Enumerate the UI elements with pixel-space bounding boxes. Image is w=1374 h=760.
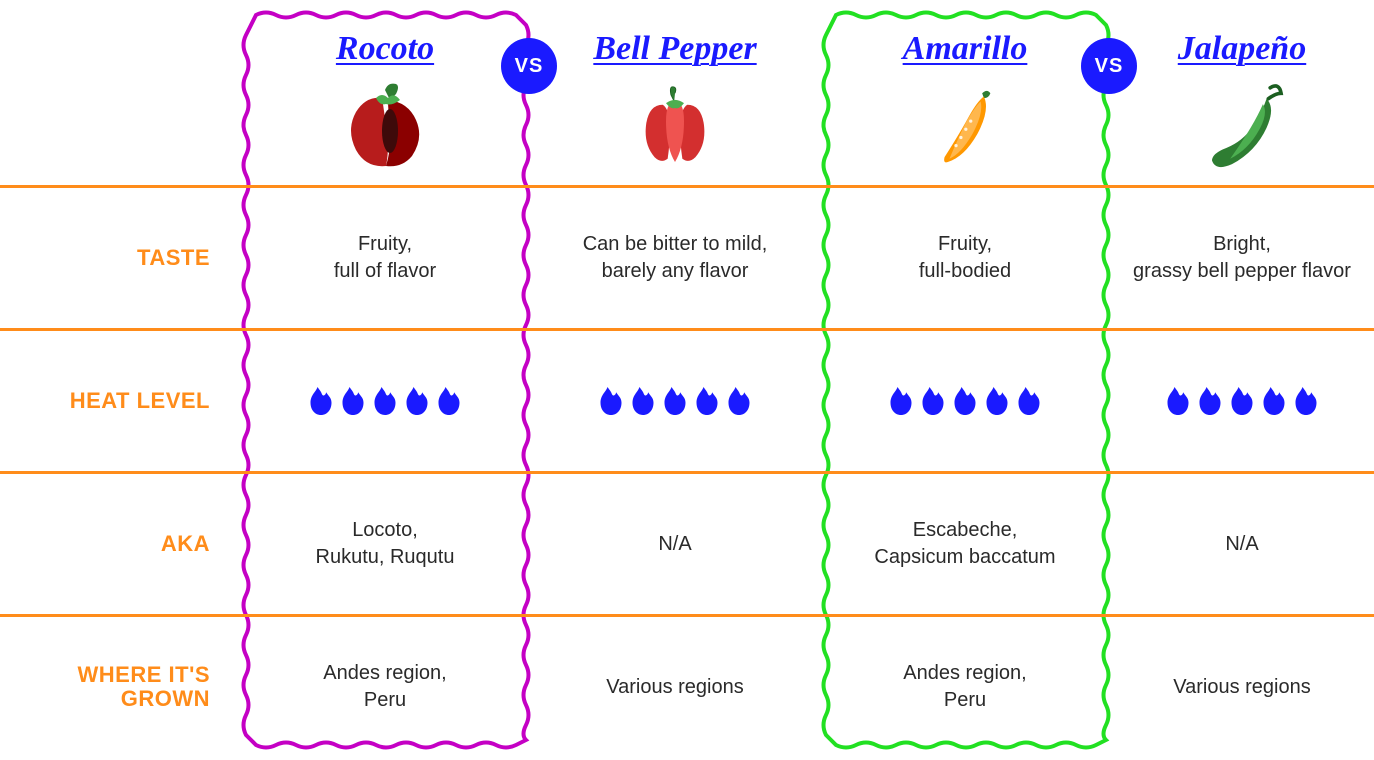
cell-taste-bell: Can be bitter to mild,barely any flavor xyxy=(530,188,820,328)
flame-icon xyxy=(307,384,335,418)
pepper-name: Rocoto xyxy=(336,30,434,68)
rocoto-icon xyxy=(330,76,440,176)
cell-heat-rocoto xyxy=(240,331,530,471)
flame-icon xyxy=(983,384,1011,418)
flame-icon xyxy=(693,384,721,418)
flame-icon xyxy=(1015,384,1043,418)
header-amarillo: Amarillo xyxy=(820,0,1110,185)
header-rocoto: Rocoto xyxy=(240,0,530,185)
flame-icon xyxy=(629,384,657,418)
row-grown: WHERE IT'S GROWN Andes region,Peru Vario… xyxy=(0,614,1374,757)
flame-icon xyxy=(597,384,625,418)
pepper-name: Amarillo xyxy=(903,30,1028,68)
cell-aka-amarillo: Escabeche,Capsicum baccatum xyxy=(820,474,1110,614)
row-aka: AKA Locoto,Rukutu, Ruqutu N/A Escabeche,… xyxy=(0,471,1374,614)
flame-icon xyxy=(1228,384,1256,418)
cell-heat-jalapeno xyxy=(1110,331,1374,471)
heat-level xyxy=(1164,384,1320,418)
pepper-name: Jalapeño xyxy=(1178,30,1306,68)
flame-icon xyxy=(725,384,753,418)
flame-icon xyxy=(951,384,979,418)
flame-icon xyxy=(339,384,367,418)
flame-icon xyxy=(435,384,463,418)
flame-icon xyxy=(1292,384,1320,418)
flame-icon xyxy=(919,384,947,418)
vs-text: VS xyxy=(515,55,544,78)
cell-taste-jalapeno: Bright,grassy bell pepper flavor xyxy=(1110,188,1374,328)
cell-aka-jalapeno: N/A xyxy=(1110,474,1374,614)
cell-grown-jalapeno: Various regions xyxy=(1110,617,1374,757)
cell-heat-amarillo xyxy=(820,331,1110,471)
amarillo-icon xyxy=(910,76,1020,176)
flame-icon xyxy=(887,384,915,418)
row-taste: TASTE Fruity,full of flavor Can be bitte… xyxy=(0,185,1374,328)
jalapeno-icon xyxy=(1187,76,1297,176)
heat-level xyxy=(597,384,753,418)
flame-icon xyxy=(403,384,431,418)
row-heat: HEAT LEVEL xyxy=(0,328,1374,471)
cell-grown-amarillo: Andes region,Peru xyxy=(820,617,1110,757)
header-bell: Bell Pepper xyxy=(530,0,820,185)
cell-aka-bell: N/A xyxy=(530,474,820,614)
flame-icon xyxy=(1164,384,1192,418)
cell-grown-rocoto: Andes region,Peru xyxy=(240,617,530,757)
cell-heat-bell xyxy=(530,331,820,471)
flame-icon xyxy=(1196,384,1224,418)
header-row: Rocoto Bell Pepper xyxy=(0,0,1374,185)
heat-level xyxy=(887,384,1043,418)
cell-taste-rocoto: Fruity,full of flavor xyxy=(240,188,530,328)
cell-aka-rocoto: Locoto,Rukutu, Ruqutu xyxy=(240,474,530,614)
row-label-taste: TASTE xyxy=(0,188,240,328)
flame-icon xyxy=(661,384,689,418)
vs-text: VS xyxy=(1095,55,1124,78)
vs-badge-1: VS xyxy=(501,38,557,94)
row-label-heat: HEAT LEVEL xyxy=(0,331,240,471)
vs-badge-2: VS xyxy=(1081,38,1137,94)
header-spacer xyxy=(0,0,240,185)
flame-icon xyxy=(371,384,399,418)
bell-pepper-icon xyxy=(620,76,730,176)
heat-level xyxy=(307,384,463,418)
header-jalapeno: Jalapeño xyxy=(1110,0,1374,185)
flame-icon xyxy=(1260,384,1288,418)
row-label-grown: WHERE IT'S GROWN xyxy=(0,617,240,757)
cell-grown-bell: Various regions xyxy=(530,617,820,757)
pepper-name: Bell Pepper xyxy=(593,30,756,68)
comparison-table: Rocoto Bell Pepper xyxy=(0,0,1374,757)
row-label-aka: AKA xyxy=(0,474,240,614)
cell-taste-amarillo: Fruity,full-bodied xyxy=(820,188,1110,328)
